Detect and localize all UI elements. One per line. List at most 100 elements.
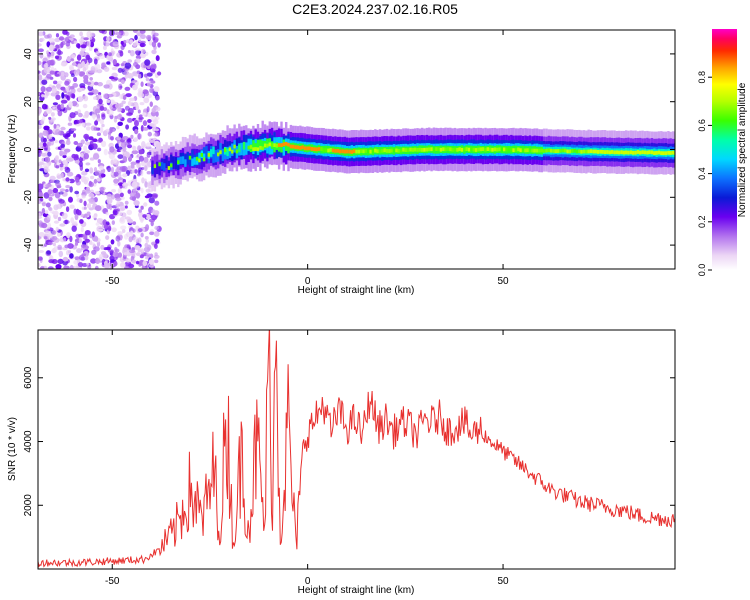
noise-speckle: [133, 200, 140, 206]
noise-speckle: [153, 210, 160, 216]
noise-speckle: [60, 103, 65, 110]
chart-title: C2E3.2024.237.02.16.R05: [292, 1, 458, 17]
noise-speckle: [137, 109, 141, 114]
ridge-cell: [526, 148, 529, 153]
noise-speckle: [65, 41, 71, 47]
ridge-cell: [444, 147, 447, 152]
noise-speckle: [131, 169, 135, 174]
noise-speckle: [78, 161, 84, 168]
noise-speckle: [155, 238, 160, 244]
noise-speckle: [124, 86, 131, 91]
noise-speckle: [127, 144, 132, 149]
noise-speckle: [71, 54, 76, 59]
ridge-cell: [205, 145, 208, 159]
noise-speckle: [74, 190, 80, 195]
noise-speckle: [139, 114, 143, 118]
noise-speckle: [65, 185, 71, 189]
ridge-cell: [228, 147, 232, 152]
ridge-cell: [261, 146, 264, 151]
noise-speckle: [77, 63, 81, 70]
noise-speckle: [38, 232, 45, 237]
noise-speckle: [149, 139, 156, 143]
noise-speckle: [105, 246, 111, 251]
noise-speckle: [70, 93, 75, 99]
ridge-cell: [566, 149, 569, 154]
noise-speckle: [93, 96, 97, 100]
noise-speckle: [85, 150, 91, 154]
ridge-cell: [259, 139, 262, 147]
noise-speckle: [117, 231, 123, 236]
noise-speckle: [46, 53, 52, 58]
noise-speckle: [140, 125, 144, 132]
noise-speckle: [110, 136, 114, 141]
ridge-cell: [165, 155, 168, 168]
ridge-cell: [303, 146, 307, 151]
ridge-cell: [256, 139, 260, 148]
noise-speckle: [103, 148, 108, 156]
noise-speckle: [101, 123, 105, 128]
noise-speckle: [143, 97, 150, 104]
noise-speckle: [137, 237, 142, 244]
noise-speckle: [135, 105, 140, 111]
noise-speckle: [111, 66, 118, 71]
noise-speckle: [91, 231, 95, 238]
ridge-cell: [498, 147, 501, 152]
ridge-cell: [158, 162, 161, 167]
x-tick-label: -50: [105, 576, 120, 587]
noise-speckle: [65, 206, 70, 213]
noise-speckle: [43, 147, 48, 151]
noise-speckle: [96, 94, 102, 100]
noise-speckle: [112, 251, 119, 258]
ridge-cell: [465, 147, 468, 151]
ridge-cell: [456, 147, 459, 152]
x-tick-label: 0: [305, 276, 311, 287]
noise-speckle: [98, 98, 103, 105]
noise-speckle: [69, 264, 74, 269]
noise-speckle: [113, 261, 118, 267]
noise-speckle: [38, 48, 44, 53]
noise-speckle: [60, 150, 65, 155]
noise-speckle: [60, 62, 67, 67]
ridge-cell: [392, 148, 396, 152]
noise-speckle: [60, 41, 64, 48]
noise-speckle: [38, 212, 41, 217]
noise-speckle: [46, 41, 51, 48]
snr-y-ticks: 2000 4000 6000: [23, 366, 675, 516]
noise-speckle: [145, 77, 150, 82]
noise-speckle: [126, 244, 131, 249]
noise-speckle: [60, 172, 64, 179]
noise-speckle: [123, 70, 130, 76]
ridge-cell: [301, 145, 304, 150]
noise-speckle: [40, 37, 45, 42]
noise-speckle: [113, 158, 118, 164]
ridge-cell: [296, 145, 300, 150]
ridge-cell: [299, 146, 302, 150]
noise-speckle: [94, 205, 102, 212]
noise-speckle: [53, 204, 59, 211]
ridge-cell: [519, 148, 522, 153]
ridge-cell: [378, 149, 382, 154]
ridge-cell: [540, 148, 543, 153]
noise-speckle: [41, 79, 48, 85]
y-tick-label: 6000: [23, 366, 34, 389]
noise-speckle: [119, 216, 125, 222]
noise-speckle: [115, 168, 120, 173]
noise-speckle: [94, 236, 99, 242]
noise-speckle: [47, 189, 53, 195]
noise-speckle: [155, 106, 161, 112]
ridge-cell: [198, 152, 201, 161]
noise-speckle: [143, 202, 148, 207]
noise-speckle: [48, 259, 55, 264]
ridge-cell: [416, 148, 419, 152]
ridge-cell: [500, 147, 504, 152]
noise-speckle: [52, 230, 57, 235]
noise-speckle: [141, 48, 146, 54]
noise-speckle: [153, 231, 160, 237]
noise-speckle: [135, 252, 141, 257]
noise-speckle: [60, 126, 66, 131]
noise-speckle: [108, 52, 112, 57]
noise-speckle: [111, 188, 116, 193]
noise-speckle: [65, 140, 71, 146]
noise-speckle: [54, 37, 61, 43]
noise-speckle: [68, 196, 73, 203]
